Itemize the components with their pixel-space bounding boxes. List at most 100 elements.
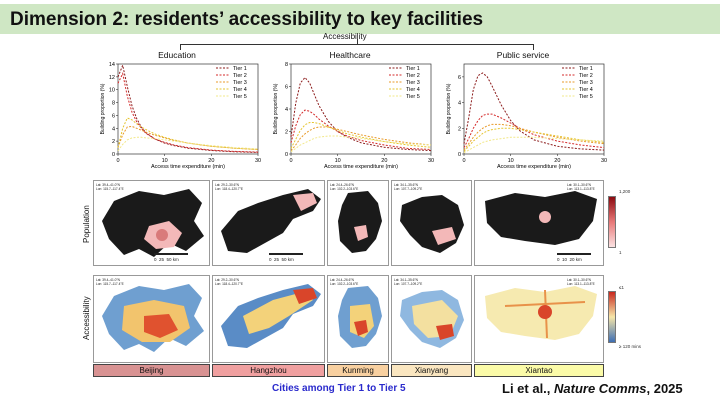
x-tick-label: 0 bbox=[462, 158, 465, 164]
accessibility-colorbar-max: ≤1 bbox=[619, 285, 624, 290]
coord-label: Lat: 34.1–35.6°N Lon: 107.7–109.2°E bbox=[394, 183, 423, 191]
x-tick-label: 30 bbox=[428, 158, 434, 164]
legend-label: Tier 2 bbox=[406, 73, 420, 79]
legend-label: Tier 5 bbox=[406, 94, 420, 100]
legend-label: Tier 1 bbox=[406, 66, 420, 72]
y-tick-label: 0 bbox=[112, 152, 115, 158]
map-accessibility-kunming: Lat: 24.4–26.6°N Lon: 102.2–103.6°E bbox=[327, 275, 389, 363]
map-accessibility-xianyang: Lat: 34.1–35.6°N Lon: 107.7–109.2°E bbox=[391, 275, 472, 363]
y-axis-label: Building proportion (%) bbox=[446, 83, 452, 134]
series-line-tier-4 bbox=[117, 117, 259, 150]
map-population-xianyang: Lat: 34.1–35.6°N Lon: 107.7–109.2°E bbox=[391, 180, 472, 266]
city-tab-kunming: Kunming bbox=[327, 364, 389, 377]
coord-label: Lat: 39.4–41.0°N Lon: 115.7–117.4°E bbox=[96, 183, 124, 191]
plot-frame bbox=[463, 63, 605, 155]
coord-label: Lat: 34.1–35.6°N Lon: 107.7–109.2°E bbox=[394, 278, 423, 286]
x-tick-label: 30 bbox=[601, 158, 607, 164]
y-tick-label: 6 bbox=[285, 85, 288, 91]
x-tick-label: 0 bbox=[289, 158, 292, 164]
series-line-tier-5 bbox=[117, 136, 259, 152]
x-axis-label: Access time expenditure (min) bbox=[324, 164, 398, 170]
scale-bar: 0 25 50 km bbox=[154, 257, 179, 262]
beijing-pop-shape bbox=[102, 189, 204, 257]
hangzhou-acc-shape bbox=[221, 284, 321, 348]
legend-label: Tier 3 bbox=[406, 80, 420, 86]
legend-label: Tier 2 bbox=[579, 73, 593, 79]
x-axis-label: Access time expenditure (min) bbox=[497, 164, 571, 170]
x-tick-label: 10 bbox=[508, 158, 514, 164]
y-tick-label: 10 bbox=[109, 88, 115, 94]
city-tab-beijing: Beijing bbox=[93, 364, 210, 377]
x-tick-label: 10 bbox=[162, 158, 168, 164]
legend-label: Tier 1 bbox=[579, 66, 593, 72]
ref-year: , 2025 bbox=[646, 381, 683, 396]
map-accessibility-beijing: Lat: 39.4–41.0°N Lon: 115.7–117.4°E bbox=[93, 275, 210, 363]
y-axis-label: Building proportion (%) bbox=[273, 83, 279, 134]
population-colorbar-min: 1 bbox=[619, 250, 622, 255]
hangzhou-pop-shape bbox=[221, 189, 321, 255]
city-tab-xiantao: Xiantao bbox=[474, 364, 604, 377]
ref-authors: Li et al., bbox=[502, 381, 555, 396]
map-accessibility-xiantao: Lat: 30.1–30.6°N Lon: 113.1–113.8°E bbox=[474, 275, 604, 363]
y-tick-label: 2 bbox=[112, 139, 115, 145]
map-population-hangzhou: Lat: 29.2–30.6°N Lon: 118.4–120.7°E 0 25 … bbox=[212, 180, 325, 266]
series-line-tier-2 bbox=[290, 109, 432, 150]
series-line-tier-5 bbox=[290, 135, 432, 153]
reference-citation: Li et al., Nature Comms, 2025 bbox=[502, 381, 683, 396]
city-tab-xianyang: Xianyang bbox=[391, 364, 472, 377]
scale-bar: 0 25 50 km bbox=[269, 257, 294, 262]
chart-title: Healthcare bbox=[329, 50, 371, 60]
accessibility-colorbar bbox=[608, 291, 616, 343]
series-line-tier-2 bbox=[463, 113, 605, 149]
kunming-acc-shape bbox=[338, 286, 382, 348]
map-population-beijing: Lat: 39.4–41.0°N Lon: 115.7–117.4°E 0 25 … bbox=[93, 180, 210, 266]
public-service-plot: 0 2 4 6 0 10 20 30 Access time expenditure (min)… bbox=[446, 63, 607, 170]
coord-label: Lat: 24.4–26.6°N Lon: 102.2–103.6°E bbox=[330, 183, 359, 191]
legend-label: Tier 5 bbox=[233, 94, 247, 100]
map-accessibility-hangzhou: Lat: 29.2–30.6°N Lon: 118.4–120.7°E bbox=[212, 275, 325, 363]
x-tick-label: 20 bbox=[208, 158, 214, 164]
slide-title: Dimension 2: residents’ accessibility to… bbox=[10, 9, 484, 30]
accessibility-bracket bbox=[180, 44, 534, 50]
xianyang-acc-shape bbox=[400, 290, 464, 348]
legend-label: Tier 4 bbox=[233, 87, 247, 93]
x-tick-label: 10 bbox=[335, 158, 341, 164]
legend-label: Tier 4 bbox=[579, 87, 593, 93]
series-line-tier-5 bbox=[463, 136, 605, 154]
x-axis-label: Access time expenditure (min) bbox=[151, 164, 225, 170]
legend-label: Tier 3 bbox=[579, 80, 593, 86]
y-tick-label: 2 bbox=[458, 126, 461, 132]
map-population-kunming: Lat: 24.4–26.6°N Lon: 102.2–103.6°E bbox=[327, 180, 389, 266]
cities-caption: Cities among Tier 1 to Tier 5 bbox=[272, 383, 406, 394]
coord-label: Lat: 29.2–30.6°N Lon: 118.4–120.7°E bbox=[215, 183, 243, 191]
series-line-tier-1 bbox=[290, 76, 432, 152]
y-tick-label: 4 bbox=[285, 107, 288, 113]
series-line-tier-4 bbox=[463, 127, 605, 152]
accessibility-colorbar-min: ≥ 120 mins bbox=[619, 344, 641, 349]
xiantao-pop-shape bbox=[485, 191, 597, 255]
x-tick-label: 0 bbox=[116, 158, 119, 164]
y-tick-label: 14 bbox=[109, 62, 115, 68]
education-plot: 0 2 4 6 8 10 12 14 0 10 20 30 Access time expenditur… bbox=[100, 62, 261, 170]
healthcare-chart: Healthcare 0 2 4 6 8 0 10 20 30 Access time expen… bbox=[265, 50, 435, 175]
x-tick-label: 20 bbox=[381, 158, 387, 164]
y-tick-label: 8 bbox=[112, 101, 115, 107]
population-colorbar bbox=[608, 196, 616, 248]
y-tick-label: 0 bbox=[458, 152, 461, 158]
y-axis-label: Building proportion (%) bbox=[100, 83, 106, 134]
x-tick-label: 30 bbox=[255, 158, 261, 164]
kunming-pop-shape bbox=[338, 191, 382, 253]
scale-bar: 0 10 20 km bbox=[557, 257, 582, 262]
y-tick-label: 4 bbox=[112, 126, 115, 132]
chart-title: Education bbox=[158, 50, 196, 60]
y-tick-label: 2 bbox=[285, 130, 288, 136]
y-tick-label: 6 bbox=[112, 113, 115, 119]
healthcare-plot: 0 2 4 6 8 0 10 20 30 Access time expenditure (min… bbox=[273, 62, 434, 170]
city-tab-hangzhou: Hangzhou bbox=[212, 364, 325, 377]
plot-frame bbox=[117, 63, 259, 155]
xianyang-pop-shape bbox=[400, 195, 464, 253]
coord-label: Lat: 30.1–30.6°N Lon: 113.1–113.8°E bbox=[567, 278, 595, 286]
y-tick-label: 0 bbox=[285, 152, 288, 158]
coord-label: Lat: 30.1–30.6°N Lon: 113.1–113.8°E bbox=[567, 183, 595, 191]
chart-title: Public service bbox=[496, 50, 550, 60]
